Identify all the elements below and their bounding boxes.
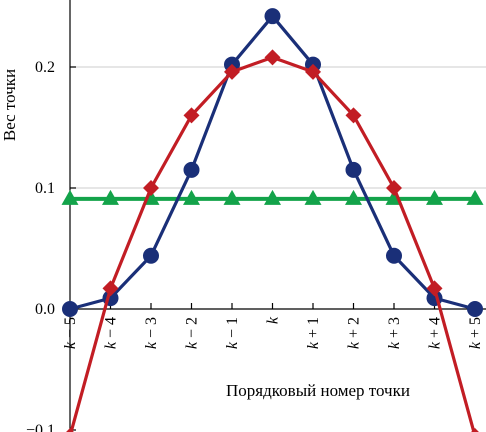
data-point [345, 189, 362, 205]
x-tick-label: k + 5 [467, 317, 484, 349]
series-diamond [66, 49, 479, 432]
data-point [224, 63, 240, 80]
data-point [386, 180, 402, 196]
tick-labels: −0.1 0.0 0.1 0.2 k − 5 k − 4 k − 3 k − 2 k − 1 k k… [26, 59, 484, 432]
data-point [61, 189, 79, 205]
x-tick-label: k − 3 [143, 317, 160, 349]
data-point [467, 301, 483, 317]
axes [69, 0, 486, 432]
data-point [183, 189, 200, 205]
data-series [61, 8, 484, 432]
series-line [69, 55, 476, 432]
y-tick-label: −0.1 [26, 422, 55, 432]
x-tick-label: k + 1 [305, 317, 322, 349]
grid-lines [70, 66, 486, 189]
x-tick-label: k + 2 [346, 317, 363, 349]
x-tick-label: k − 5 [62, 317, 79, 349]
data-point [264, 49, 281, 66]
data-point [426, 189, 443, 205]
data-point [102, 280, 119, 297]
y-axis-label: Вес точки [0, 69, 19, 141]
data-point [264, 189, 281, 205]
x-tick-label: k + 4 [427, 317, 444, 349]
y-tick-label: 0.1 [35, 180, 55, 197]
data-point [345, 161, 362, 178]
data-point [345, 107, 362, 124]
x-axis-label: Порядковый номер точки [226, 381, 410, 400]
data-point [183, 161, 200, 178]
data-point [304, 189, 322, 205]
data-point [426, 280, 443, 297]
data-point [102, 189, 119, 205]
x-tick-label: k + 3 [386, 317, 403, 349]
x-tick-label: k − 2 [184, 317, 201, 349]
data-point [264, 8, 281, 25]
data-point [62, 301, 78, 317]
x-tick-label: k − 4 [103, 317, 120, 349]
x-tick-label: k [265, 316, 282, 324]
data-point [466, 189, 484, 205]
data-point [223, 189, 241, 205]
y-tick-label: 0.2 [35, 59, 55, 76]
data-point [471, 428, 479, 432]
data-point [143, 247, 159, 264]
data-point [66, 428, 74, 432]
series-triangle [61, 189, 484, 205]
data-point [305, 63, 321, 80]
data-point [386, 247, 402, 264]
data-point [143, 180, 159, 196]
y-tick-label: 0.0 [35, 301, 55, 318]
x-tick-label: k − 1 [224, 317, 241, 349]
data-point [183, 107, 200, 124]
